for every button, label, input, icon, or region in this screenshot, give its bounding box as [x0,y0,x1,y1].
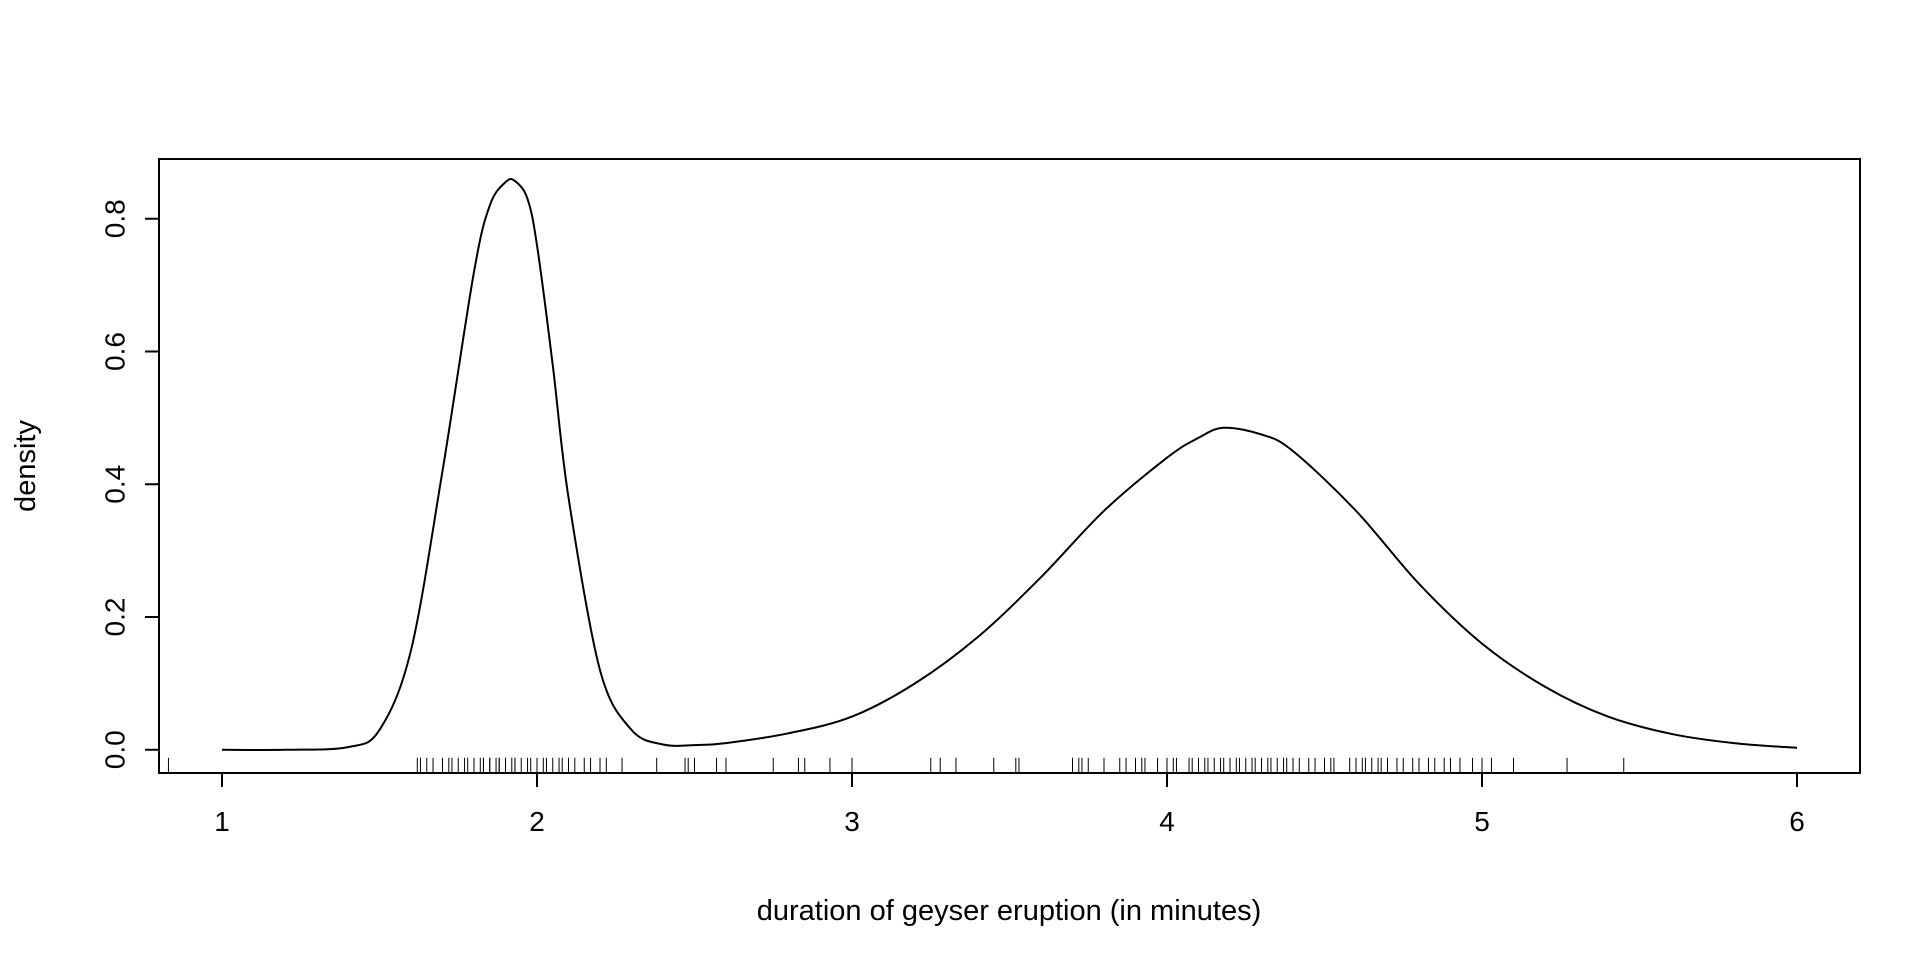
x-axis-label: duration of geyser eruption (in minutes) [757,895,1262,927]
density-curve [221,177,1798,751]
x-tick-label: 3 [844,806,860,837]
x-tick-label: 4 [1159,806,1175,837]
y-tick-label: 0.8 [100,199,131,238]
x-tick-label: 5 [1474,806,1490,837]
y-tick-label: 0.4 [100,465,131,504]
x-tick-label: 1 [214,806,230,837]
x-tick-label: 2 [529,806,545,837]
rug-plot [167,757,1625,772]
y-tick-label: 0.6 [100,332,131,371]
x-tick-label: 6 [1789,806,1805,837]
y-axis: 0.0 0.2 0.4 0.6 0.8 [100,199,160,769]
x-axis: 1 2 3 4 5 6 [214,772,1805,837]
y-tick-label: 0.0 [100,730,131,769]
y-axis-label: density [10,420,42,512]
y-tick-label: 0.2 [100,598,131,637]
